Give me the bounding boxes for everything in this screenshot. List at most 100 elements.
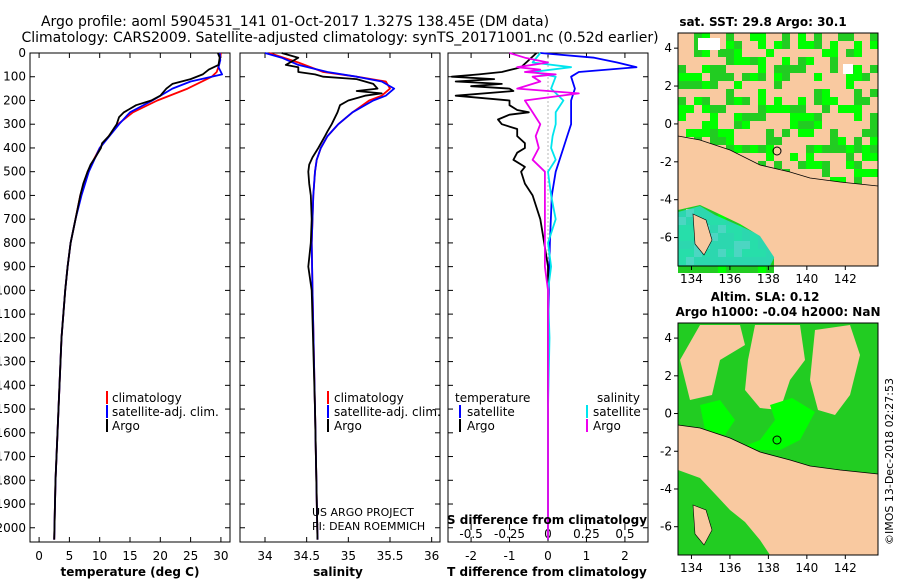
- sla-high-patch: [680, 325, 745, 400]
- sst-grid-cell: [814, 145, 822, 153]
- depth-tick-label: 2000: [0, 521, 26, 535]
- depth-tick-label: 1200: [0, 331, 26, 345]
- sst-grid-cell: [822, 169, 830, 177]
- sst-grid-cell: [822, 49, 830, 57]
- sst-grid-cell: [806, 121, 814, 129]
- legend-label-s-argo: Argo: [593, 419, 621, 433]
- sst-missing-patch: [843, 64, 853, 74]
- sst-grid-cell: [710, 81, 718, 89]
- title-line-1: Argo profile: aoml 5904531_141 01-Oct-20…: [41, 14, 549, 30]
- sst-grid-cell: [766, 153, 774, 161]
- sst-grid-cell: [726, 89, 734, 97]
- sst-grid-cell: [694, 265, 702, 273]
- series-line-argo: [281, 52, 383, 540]
- sla-map: Altim. SLA: 0.12 Argo h1000: -0.04 h2000…: [660, 290, 880, 575]
- sst-grid-cell: [678, 73, 686, 81]
- sst-grid-cell: [862, 153, 870, 161]
- sst-grid-cell: [854, 113, 862, 121]
- lon-tick-label: 142: [834, 272, 857, 286]
- s-tick-label: -0.5: [459, 527, 482, 541]
- sst-grid-cell: [686, 81, 694, 89]
- temperature-legend: climatology satellite-adj. clim. Argo: [106, 391, 219, 433]
- sst-grid-cell: [726, 73, 734, 81]
- sst-grid-cell: [846, 73, 854, 81]
- sst-grid-cell: [846, 81, 854, 89]
- sst-grid-cell: [862, 145, 870, 153]
- sst-grid-cell: [862, 129, 870, 137]
- sst-grid-cell: [814, 121, 822, 129]
- s-difference-label: S difference from climatology: [447, 513, 647, 527]
- lat-tick-label: -6: [660, 520, 672, 534]
- depth-axis-labels: 0 100 200 300 400 500 600 700 800 900 1000 1100 1200…: [0, 46, 26, 535]
- sst-grid-cell: [710, 65, 718, 73]
- depth-tick-label: 500: [3, 165, 26, 179]
- sst-grid-cell: [758, 97, 766, 105]
- x-tick-label: 1: [583, 549, 591, 563]
- sst-grid-cell: [678, 97, 686, 105]
- lon-tick-label: 136: [718, 272, 741, 286]
- sst-missing-patch: [698, 38, 720, 50]
- sst-grid-cell: [798, 121, 806, 129]
- sst-grid-cell: [854, 73, 862, 81]
- sst-grid-cell: [758, 33, 766, 41]
- sst-grid-cell: [838, 177, 846, 185]
- new-guinea-coast: [678, 136, 878, 266]
- lat-tick-label: 0: [664, 117, 672, 131]
- x-tick-label: 35: [341, 549, 356, 563]
- sst-grid-cell: [742, 265, 750, 273]
- depth-tick-label: 1100: [0, 307, 26, 321]
- sst-grid-cell: [838, 105, 846, 113]
- sst-grid-cell: [758, 113, 766, 121]
- sst-grid-cell: [766, 137, 774, 145]
- sst-grid-cell: [726, 129, 734, 137]
- sst-grid-cell: [678, 113, 686, 121]
- x-tick-label: 0: [544, 549, 552, 563]
- sst-grid-cell: [870, 113, 878, 121]
- lat-tick-label: 2: [664, 79, 672, 93]
- legend-label-t-argo: Argo: [467, 419, 495, 433]
- salinity-legend: climatology satellite-adj. clim. Argo: [327, 391, 441, 433]
- sst-grid-cell: [742, 113, 750, 121]
- sst-grid-cell: [702, 265, 710, 273]
- lat-tick-label: -2: [660, 155, 672, 169]
- lon-tick-label: 138: [757, 272, 780, 286]
- sst-grid-cell: [726, 41, 734, 49]
- sst-grid-cell: [814, 161, 822, 169]
- x-tick-label: 35.5: [377, 549, 404, 563]
- x-tick-label: 30: [213, 549, 228, 563]
- sst-grid-cell: [734, 97, 742, 105]
- sst-grid-cell: [830, 137, 838, 145]
- sst-grid-cell: [734, 81, 742, 89]
- sst-grid-cell: [742, 121, 750, 129]
- sst-grid-cell: [694, 81, 702, 89]
- sst-grid-cell: [758, 145, 766, 153]
- sst-grid-cell: [734, 41, 742, 49]
- sst-grid-cell: [854, 41, 862, 49]
- lon-tick-label: 138: [757, 561, 780, 575]
- sst-grid-cell: [870, 121, 878, 129]
- sst-grid-cell: [846, 153, 854, 161]
- sst-grid-cell: [782, 33, 790, 41]
- sst-grid-cell: [702, 33, 710, 41]
- legend-label-climatology: climatology: [112, 391, 182, 405]
- sst-grid-cell: [734, 57, 742, 65]
- sst-grid-cell: [710, 73, 718, 81]
- sst-grid-cell: [830, 49, 838, 57]
- x-tick-label: 5: [66, 549, 74, 563]
- sst-grid-cell: [718, 105, 726, 113]
- sst-grid-cell: [710, 121, 718, 129]
- sst-grid-cell: [798, 97, 806, 105]
- salinity-panel: 34 34.5 35 35.5 36 climatology satellite-adj…: [239, 52, 441, 579]
- sst-grid-cell: [798, 33, 806, 41]
- sst-grid-cell: [694, 49, 702, 57]
- sst-grid-cell: [790, 65, 798, 73]
- sst-grid-cell: [678, 105, 686, 113]
- sst-grid-cell: [806, 57, 814, 65]
- sst-grid-cell: [734, 49, 742, 57]
- sst-grid-cell: [830, 145, 838, 153]
- sla-anomaly-patches: [680, 325, 860, 450]
- sst-grid-cell: [718, 49, 726, 57]
- sst-grid-cell: [854, 145, 862, 153]
- sst-grid-cell: [830, 41, 838, 49]
- depth-tick-label: 1300: [0, 355, 26, 369]
